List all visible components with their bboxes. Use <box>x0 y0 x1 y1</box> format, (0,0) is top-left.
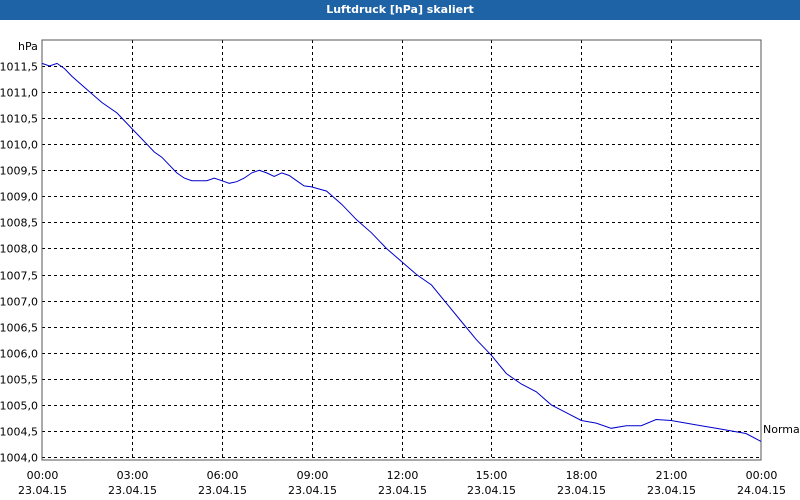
y-tick-label: 1010,0 <box>0 139 38 152</box>
normal-reference-label: Normal <box>763 423 800 436</box>
x-tick-time-label: 15:00 <box>476 469 508 482</box>
x-tick-time-label: 12:00 <box>387 469 419 482</box>
y-tick-label: 1008,0 <box>0 243 38 256</box>
x-tick-date-label: 23.04.15 <box>378 484 427 497</box>
y-tick-label: 1009,0 <box>0 191 38 204</box>
pressure-series-line <box>41 62 762 442</box>
y-tick-label: 1005,0 <box>0 400 38 413</box>
chart-title: Luftdruck [hPa] skaliert <box>0 0 800 20</box>
grid-lines <box>42 40 761 460</box>
y-tick-label: 1010,5 <box>0 113 38 126</box>
x-axis-ticks: 00:00 23.04.15 03:00 23.04.15 06:00 23.04.15 0… <box>18 469 786 497</box>
x-tick-date-label: 23.04.15 <box>288 484 337 497</box>
x-tick-time-label: 00:00 <box>746 469 778 482</box>
x-tick-date-label: 23.04.15 <box>557 484 606 497</box>
plot-frame <box>41 39 762 461</box>
x-tick-time-label: 03:00 <box>117 469 149 482</box>
x-tick-date-label: 23.04.15 <box>108 484 157 497</box>
x-tick-date-label: 24.04.15 <box>737 484 786 497</box>
y-tick-label: 1011,0 <box>0 87 38 100</box>
y-tick-label: 1004,0 <box>0 452 38 465</box>
x-tick-date-label: 23.04.15 <box>18 484 67 497</box>
y-axis-ticks: 1011,5 1011,0 1010,5 1010,0 1009,5 1009,0 1008… <box>0 61 38 465</box>
x-tick-time-label: 00:00 <box>27 469 59 482</box>
y-tick-label: 1007,5 <box>0 270 38 283</box>
x-tick-time-label: 18:00 <box>566 469 598 482</box>
x-tick-time-label: 09:00 <box>297 469 329 482</box>
y-tick-label: 1006,5 <box>0 322 38 335</box>
x-tick-date-label: 23.04.15 <box>198 484 247 497</box>
x-tick-date-label: 23.04.15 <box>467 484 516 497</box>
y-tick-label: 1004,5 <box>0 426 38 439</box>
x-tick-time-label: 06:00 <box>207 469 239 482</box>
x-tick-date-label: 23.04.15 <box>647 484 696 497</box>
y-axis-unit-label: hPa <box>18 40 38 53</box>
y-tick-label: 1006,0 <box>0 348 38 361</box>
y-tick-label: 1005,5 <box>0 374 38 387</box>
y-tick-label: 1008,5 <box>0 217 38 230</box>
y-tick-label: 1011,5 <box>0 61 38 74</box>
y-tick-label: 1007,0 <box>0 296 38 309</box>
x-tick-time-label: 21:00 <box>656 469 688 482</box>
y-tick-label: 1009,5 <box>0 165 38 178</box>
